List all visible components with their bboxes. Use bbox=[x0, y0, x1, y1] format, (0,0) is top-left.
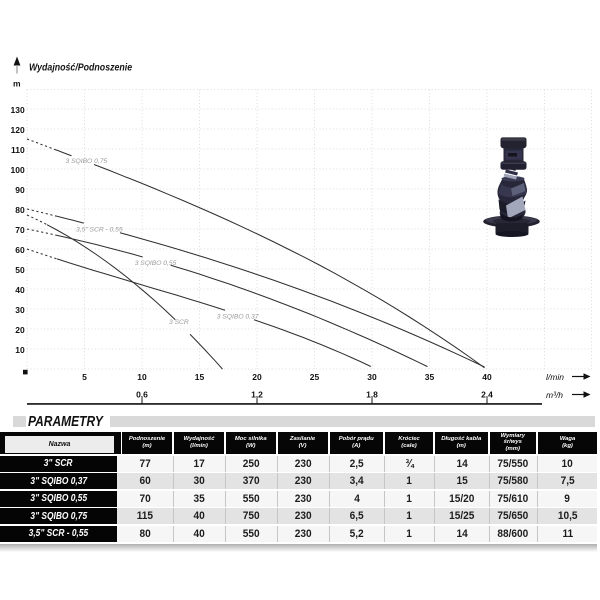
svg-text:35: 35 bbox=[425, 372, 435, 382]
svg-text:30: 30 bbox=[367, 372, 377, 382]
svg-text:1,8: 1,8 bbox=[366, 390, 378, 400]
svg-text:m³/h: m³/h bbox=[546, 390, 563, 400]
svg-text:70: 70 bbox=[15, 225, 25, 235]
svg-text:130: 130 bbox=[11, 105, 25, 115]
svg-text:100: 100 bbox=[11, 165, 25, 175]
svg-text:3 SQIBO 0,55: 3 SQIBO 0,55 bbox=[135, 260, 177, 267]
svg-text:15: 15 bbox=[195, 372, 205, 382]
svg-text:20: 20 bbox=[252, 372, 262, 382]
svg-text:60: 60 bbox=[15, 245, 25, 255]
svg-text:0,6: 0,6 bbox=[136, 390, 148, 400]
svg-text:3 SQIBO 0,37: 3 SQIBO 0,37 bbox=[217, 313, 259, 320]
svg-text:120: 120 bbox=[11, 125, 25, 135]
svg-text:90: 90 bbox=[15, 185, 25, 195]
svg-text:50: 50 bbox=[15, 265, 25, 275]
svg-text:2,4: 2,4 bbox=[481, 390, 493, 400]
svg-text:20: 20 bbox=[15, 325, 25, 335]
svg-text:30: 30 bbox=[15, 305, 25, 315]
svg-text:Wydajność/Podnoszenie: Wydajność/Podnoszenie bbox=[29, 62, 133, 74]
svg-text:3,5" SCR - 0,55: 3,5" SCR - 0,55 bbox=[76, 227, 123, 234]
svg-text:l/min: l/min bbox=[546, 372, 564, 382]
svg-text:25: 25 bbox=[310, 372, 320, 382]
svg-text:3 SCR: 3 SCR bbox=[169, 319, 189, 326]
svg-text:m: m bbox=[13, 79, 21, 89]
svg-text:40: 40 bbox=[482, 372, 492, 382]
svg-text:110: 110 bbox=[11, 145, 25, 155]
svg-text:10: 10 bbox=[137, 372, 147, 382]
svg-text:1,2: 1,2 bbox=[251, 390, 263, 400]
svg-text:10: 10 bbox=[15, 345, 25, 355]
svg-text:3 SQIBO 0,75: 3 SQIBO 0,75 bbox=[66, 158, 108, 165]
svg-text:5: 5 bbox=[82, 372, 87, 382]
svg-text:40: 40 bbox=[15, 285, 25, 295]
svg-text:80: 80 bbox=[15, 205, 25, 215]
